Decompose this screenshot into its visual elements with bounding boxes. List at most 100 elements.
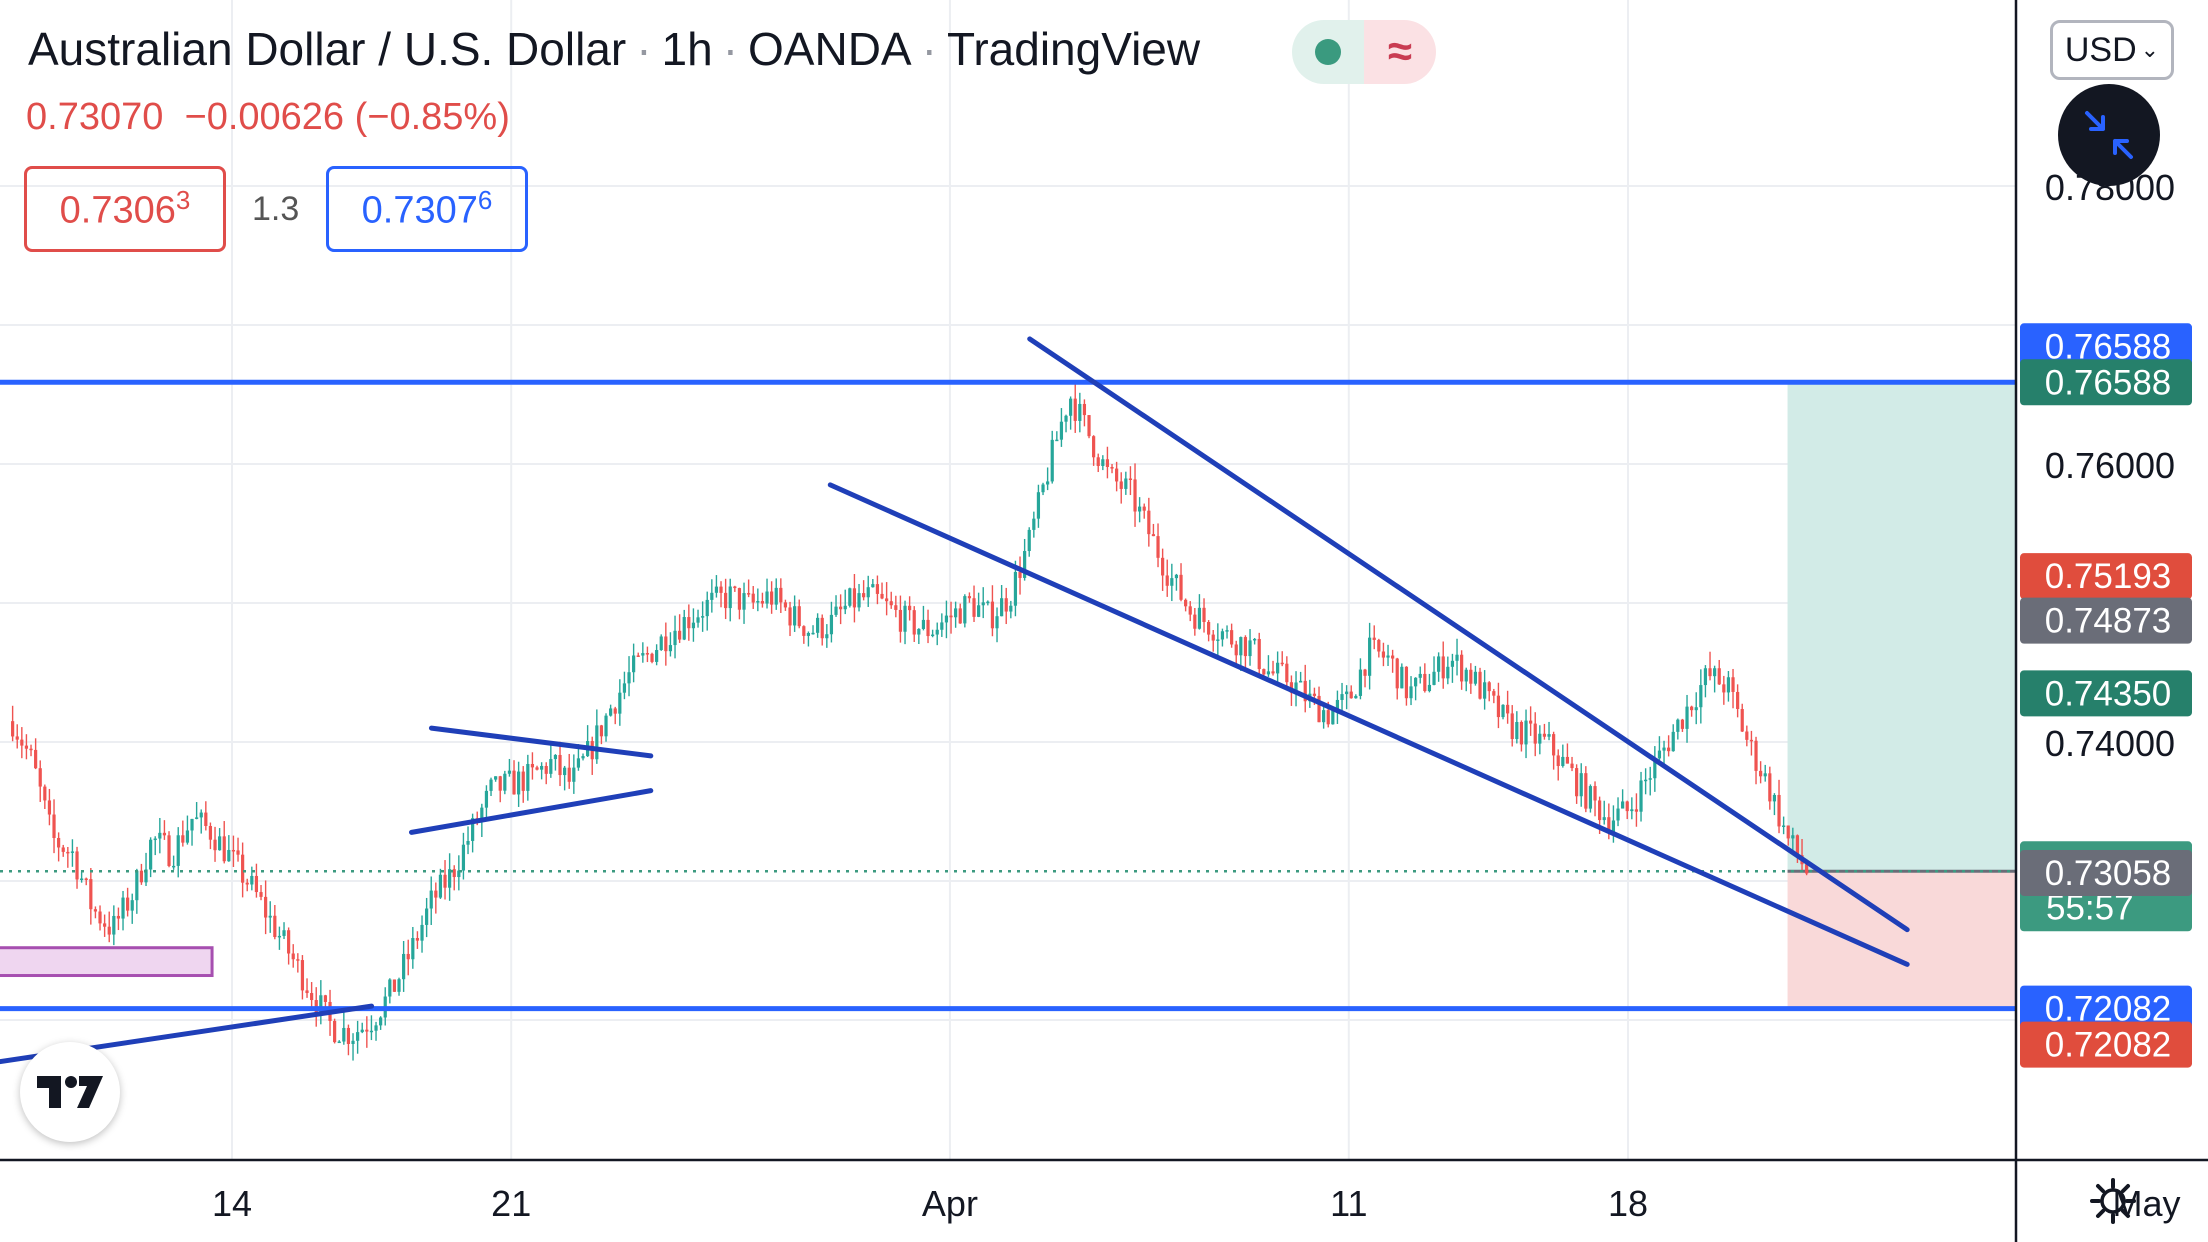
candle-body [1027,529,1031,552]
candle-body [1207,621,1211,635]
candle-body [342,1027,346,1042]
trendline[interactable] [1027,336,1910,933]
candle-body [112,915,116,935]
candle-body [1059,421,1064,440]
candle-body [894,605,898,610]
price-change-pct: (−0.85%) [354,96,510,138]
candle-body [728,586,732,609]
candle-body [1197,607,1202,629]
candle-body [1349,691,1353,699]
market-status-pill[interactable]: ≈ [1292,20,1436,84]
candle-body [1630,809,1634,812]
candle-body [1657,750,1662,759]
candle-body [1584,773,1588,809]
candle-body [940,622,944,630]
candle-body [544,765,548,774]
candle-body [190,818,194,831]
buy-button[interactable]: 0.73076 [326,166,528,252]
candle-body [130,900,134,911]
candle-body [949,615,953,618]
candle-body [710,592,714,600]
candle-body [158,832,162,839]
candle-body [1542,733,1547,737]
candle-body [15,736,19,740]
trendline[interactable] [827,482,1910,967]
candle-body [820,617,824,639]
candle-body [254,875,259,893]
candle-body [793,606,797,626]
candle-body [1276,662,1280,674]
time-axis[interactable] [0,1160,2016,1242]
candle-body [972,598,976,617]
chevron-down-icon: ⌄ [2140,37,2160,62]
candle-body [1749,739,1754,742]
candle-body [779,587,783,603]
candle-body [1625,801,1629,812]
candle-body [282,930,286,936]
candle-body [742,593,746,610]
candle-body [678,630,682,640]
candle-body [1156,536,1160,558]
candle-body [1018,572,1022,578]
sell-button[interactable]: 0.73063 [24,166,226,252]
candle-body [1460,654,1464,682]
support-zone-rect[interactable] [0,946,214,978]
candle-body [34,749,38,769]
candle-body [774,587,778,605]
tradingview-logo-button[interactable] [20,1042,120,1142]
candle-body [526,763,530,791]
candle-body [438,874,443,898]
candle-body [705,599,709,617]
candle-body [172,865,176,868]
candle-body [903,605,907,632]
candle-body [1703,668,1708,686]
candle-body [535,767,539,770]
candle-body [1404,666,1409,699]
candle-body [1377,639,1381,652]
candle-body [1211,634,1215,641]
interval-label[interactable]: 1h [661,23,713,75]
candle-body [1524,720,1528,745]
candle-body [135,870,139,901]
candle-body [724,592,728,609]
candle-body [1731,677,1735,692]
y-tick-label: 0.74000 [2045,723,2175,764]
collapse-button[interactable] [2058,84,2160,186]
candle-body [1510,713,1514,740]
x-tick-label: 14 [212,1183,252,1224]
candle-body [1487,682,1491,692]
gear-icon[interactable] [2088,1176,2138,1226]
candle-body [517,771,521,795]
candle-body [1423,673,1427,692]
currency-select[interactable]: USD ⌄ [2050,20,2174,80]
candle-body [1455,654,1459,661]
candle-body [1671,731,1675,752]
trendline[interactable] [0,1003,375,1069]
candle-body [24,745,29,749]
trendline[interactable] [408,788,654,835]
candle-body [1312,693,1317,696]
candle-body [1450,660,1455,667]
candle-body [1023,551,1027,578]
candle-body [66,851,70,854]
candle-body [1174,574,1179,579]
candle-body [1128,478,1133,481]
symbol-header[interactable]: Australian Dollar / U.S. Dollar · 1h · OANDA… [28,22,1200,76]
candle-body [1418,673,1422,678]
candle-body [931,634,935,637]
candle-body [1299,680,1303,683]
candle-body [1253,638,1257,641]
candle-body [29,748,33,751]
candle-body [613,708,617,714]
candle-body [103,923,107,927]
candle-body [1280,662,1284,665]
candle-body [75,851,79,880]
price-label-tag [2020,849,2192,896]
candle-body [737,588,742,610]
trendline[interactable] [428,725,654,759]
candle-body [250,875,254,885]
candle-body [346,1027,351,1044]
candle-body [1634,809,1639,812]
